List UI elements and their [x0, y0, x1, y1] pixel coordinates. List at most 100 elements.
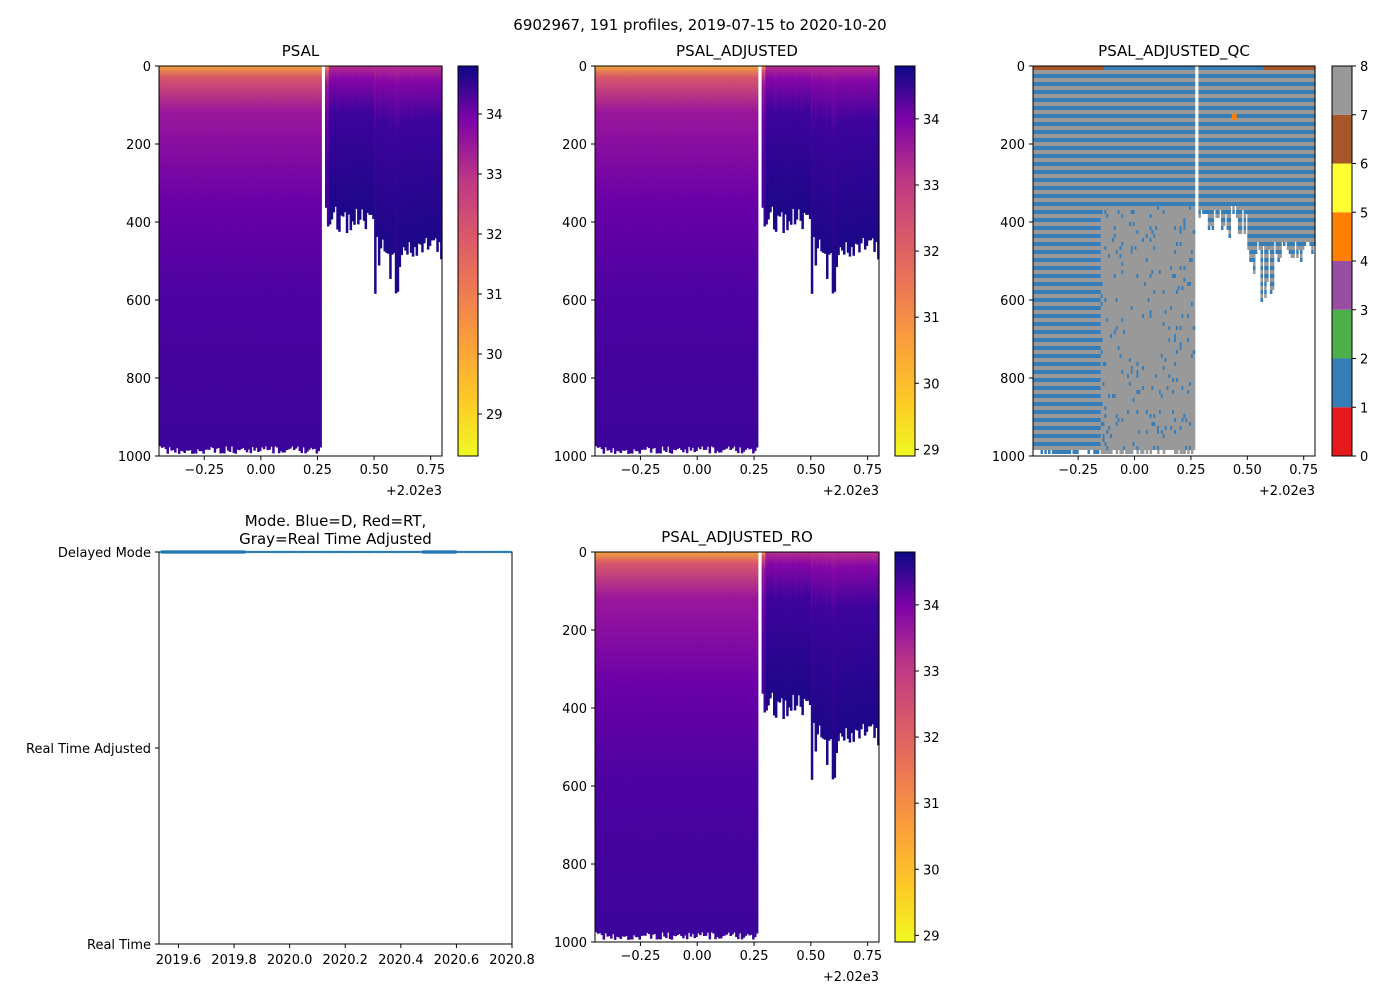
psal_adjusted_qc-cell: [1100, 126, 1104, 130]
psal_adjusted_qc-cell: [1113, 430, 1117, 434]
psal_adjusted_qc-cell: [1117, 98, 1121, 102]
psal_adjusted_qc-cell: [1087, 370, 1090, 374]
psal_adjusted_qc-cell: [1042, 202, 1045, 206]
psal_adjusted_qc-cell: [1080, 434, 1083, 438]
psal_adjusted_qc-cell: [1044, 86, 1047, 90]
psal_adjusted_qc-cell: [1065, 414, 1068, 418]
psal_adjusted_qc-cell: [1102, 250, 1106, 254]
psal_adjusted_qc-cell: [1074, 314, 1077, 318]
psal_adjusted_qc-cell: [1066, 174, 1070, 178]
psal_adjusted_qc-cell: [1081, 206, 1085, 210]
psal_adjusted_qc-cell: [1049, 314, 1053, 318]
psal_adjusted_qc-cell: [1089, 250, 1092, 254]
psal-column: [336, 66, 339, 230]
psal_adjusted_qc-cell: [1095, 194, 1098, 198]
psal_adjusted_qc-cell: [1063, 414, 1066, 418]
psal_adjusted_qc-cell: [1072, 410, 1075, 414]
psal_adjusted_qc-cell: [1076, 374, 1079, 378]
psal_adjusted_qc-cell: [1119, 218, 1122, 222]
psal_adjusted_qc-cell: [1091, 334, 1094, 338]
psal_adjusted_qc-cell: [1040, 374, 1043, 378]
psal-column: [355, 66, 358, 209]
psal_adjusted_qc-cell: [1072, 166, 1075, 170]
psal_adjusted_qc-cell: [1038, 258, 1042, 262]
psal_adjusted_qc-cell: [1074, 238, 1077, 242]
psal_adjusted_qc-cell: [1036, 178, 1040, 182]
psal_adjusted_qc-cell: [1121, 310, 1124, 314]
psal-column: [340, 66, 343, 216]
psal_adjusted_qc-cell: [1066, 442, 1070, 446]
psal_adjusted_qc-cell: [1059, 142, 1062, 146]
psal_adjusted_qc-cell: [1104, 346, 1107, 350]
psal_adjusted_qc-cell: [1042, 438, 1045, 442]
psal_adjusted_qc-cell: [1091, 442, 1094, 446]
psal_adjusted_qc-cell: [1104, 154, 1107, 158]
psal_adjusted_qc-cell: [1098, 438, 1102, 442]
psal_adjusted_qc-cell: [1083, 386, 1087, 390]
psal_adjusted_qc-cell: [1034, 74, 1038, 78]
psal_adjusted_qc-cell: [1089, 374, 1092, 378]
psal_adjusted_qc-cell: [1100, 410, 1104, 414]
psal_adjusted_qc-cell: [1044, 302, 1047, 306]
psal_adjusted_qc-cell: [1076, 110, 1079, 114]
psal_adjusted-column: [829, 66, 833, 253]
psal_adjusted-heatmap: [595, 66, 880, 454]
psal_adjusted_qc-cell: [1063, 374, 1066, 378]
psal_adjusted_qc-cell: [1100, 450, 1104, 454]
psal_adjusted_qc-cell: [1033, 338, 1036, 342]
psal_adjusted_qc-cell: [1113, 270, 1117, 274]
psal_adjusted_qc-cell: [1044, 234, 1047, 238]
psal_adjusted_qc-cell: [1061, 158, 1064, 162]
psal_adjusted_qc-cell: [1117, 94, 1121, 98]
psal_adjusted_qc-cell: [1070, 322, 1074, 326]
psal_adjusted_qc-cell: [1081, 150, 1085, 154]
psal_adjusted_qc-cell: [1100, 278, 1104, 282]
psal_adjusted_qc-cell: [1112, 166, 1115, 170]
psal_adjusted_qc-cell: [1034, 350, 1038, 354]
psal_adjusted_qc-cell: [1091, 126, 1094, 130]
psal_adjusted_qc-cell: [1078, 226, 1081, 230]
psal_adjusted_qc-cell: [1036, 418, 1040, 422]
psal_adjusted_qc-cell: [1068, 78, 1072, 82]
psal_adjusted_qc-cell: [1119, 282, 1122, 286]
psal_adjusted_qc-cell: [1115, 258, 1119, 262]
psal_adjusted_qc-cell: [1095, 318, 1098, 322]
psal_adjusted_qc-cell: [1115, 262, 1119, 266]
psal_adjusted_qc-cell: [1066, 118, 1070, 122]
psal_adjusted_qc-cell: [1042, 386, 1045, 390]
psal_adjusted_qc-cell: [1104, 190, 1107, 194]
psal_adjusted_qc-cell: [1038, 90, 1042, 94]
psal_adjusted_qc-cell: [1115, 254, 1119, 258]
psal_adjusted-column: [689, 66, 693, 451]
psal_adjusted_qc-cell: [1096, 242, 1100, 246]
psal_adjusted_qc-cell: [1078, 366, 1081, 370]
psal_adjusted_qc-cell: [1070, 218, 1074, 222]
psal_adjusted_qc-cell: [1049, 282, 1053, 286]
psal_adjusted_qc-cell: [1033, 350, 1036, 354]
psal_adjusted_qc-cell: [1089, 126, 1092, 130]
psal_adjusted_qc-cell: [1057, 162, 1060, 166]
psal_adjusted_qc-cell: [1072, 198, 1075, 202]
psal_adjusted_qc-cell: [1070, 230, 1074, 234]
psal_adjusted_qc-cell: [1095, 134, 1098, 138]
psal_adjusted_qc-cell: [1065, 390, 1068, 394]
psal_adjusted_qc-cell: [1065, 410, 1068, 414]
psal_adjusted_qc-cell: [1074, 302, 1077, 306]
psal-column: [389, 66, 392, 279]
psal_adjusted_qc-cell: [1074, 258, 1077, 262]
psal_adjusted_qc-cell: [1068, 222, 1072, 226]
psal_adjusted-column: [754, 66, 757, 452]
psal_adjusted_qc-cell: [1098, 166, 1102, 170]
psal_adjusted_qc-cell: [1119, 150, 1122, 154]
psal_adjusted_qc-cell: [1115, 298, 1119, 302]
psal_adjusted_qc-cell: [1115, 142, 1119, 146]
psal_adjusted_qc-cell: [1081, 286, 1085, 290]
psal_adjusted_qc-cell: [1034, 418, 1038, 422]
psal_adjusted_qc-cell: [1115, 386, 1119, 390]
psal_adjusted_qc-cell: [1106, 254, 1109, 258]
psal_adjusted_qc-cell: [1076, 302, 1079, 306]
psal_adjusted_qc-cell: [1072, 218, 1075, 222]
psal_adjusted_qc-cell: [1078, 142, 1081, 146]
psal_adjusted_qc-cell: [1119, 250, 1122, 254]
psal_adjusted_qc-cell: [1110, 234, 1113, 238]
